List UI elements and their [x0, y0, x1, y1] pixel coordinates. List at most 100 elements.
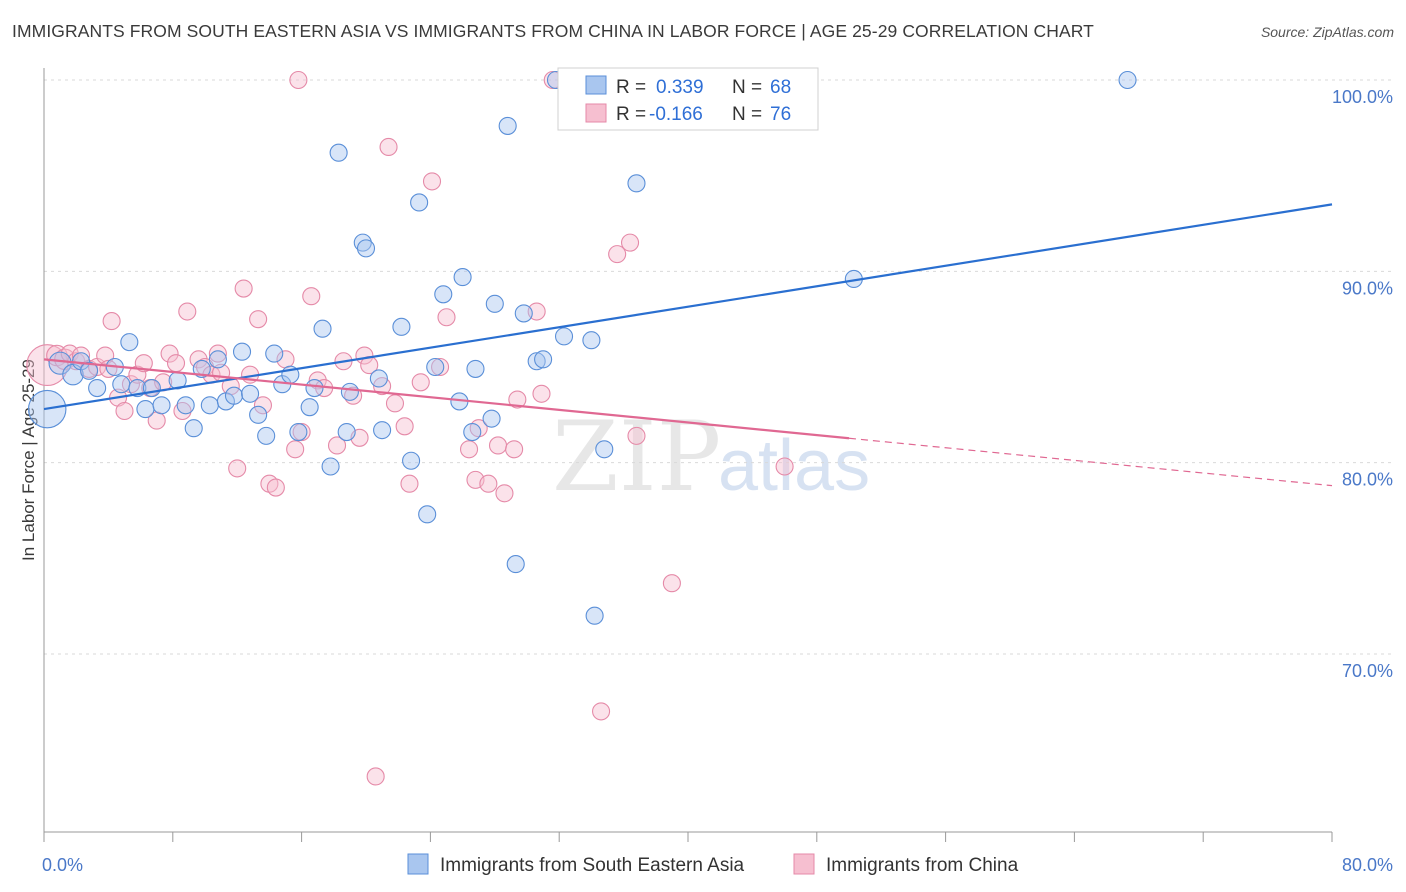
point-sea [192, 359, 211, 378]
point-china [400, 474, 419, 493]
y-tick-label: 90.0% [1342, 278, 1393, 298]
point-sea [300, 398, 319, 417]
point-china [459, 440, 479, 459]
point-sea [506, 555, 525, 574]
point-sea [392, 317, 411, 336]
legend-n-value-blue: 68 [770, 77, 791, 98]
point-sea [369, 369, 388, 388]
point-sea [184, 419, 203, 438]
point-china [627, 426, 646, 445]
trend-line-blue [43, 203, 1333, 411]
point-sea [498, 116, 517, 135]
trend-lines [43, 203, 1333, 487]
point-china [160, 344, 179, 363]
point-sea [340, 382, 359, 401]
point-china [495, 484, 514, 503]
point-sea [453, 268, 472, 287]
point-sea [136, 400, 155, 419]
point-china [327, 436, 347, 455]
point-sea [321, 457, 340, 476]
point-sea [514, 304, 533, 323]
trend-line-extension-pink [848, 437, 1333, 487]
point-china [431, 357, 450, 377]
x-tick-label: 0.0% [42, 855, 83, 875]
point-sea [418, 505, 437, 524]
point-sea [582, 331, 601, 350]
point-sea [466, 359, 485, 378]
watermark: ZIP atlas [552, 401, 870, 513]
point-sea [463, 423, 482, 442]
point-china [249, 310, 268, 329]
point-china [505, 440, 524, 459]
point-sea [527, 352, 546, 371]
point-china [178, 302, 197, 321]
point-sea [241, 384, 260, 403]
point-sea [585, 606, 604, 625]
y-axis-label: In Labor Force | Age 25-29 [19, 359, 38, 561]
point-china [253, 396, 273, 415]
point-china [26, 344, 69, 387]
legend-r-value-pink: -0.166 [649, 104, 703, 125]
point-sea [1118, 70, 1137, 90]
point-sea [289, 423, 308, 442]
point-sea [176, 396, 195, 415]
point-sea [627, 174, 646, 193]
point-sea [356, 239, 376, 258]
point-china [422, 172, 442, 191]
point-china [488, 436, 508, 455]
point-china [411, 373, 430, 392]
point-sea [305, 378, 324, 398]
watermark-atlas: atlas [718, 426, 870, 506]
point-china [385, 394, 405, 413]
series-legend: Immigrants from South Eastern Asia Immig… [407, 853, 1019, 876]
point-sea [120, 333, 139, 352]
point-sea [80, 361, 99, 380]
trend-line-pink [43, 358, 850, 440]
point-sea [257, 426, 276, 445]
point-china [775, 457, 794, 476]
point-sea [554, 327, 574, 346]
bottom-legend-swatch-pink [793, 853, 815, 875]
legend-swatch-blue [585, 75, 607, 95]
y-tick-label: 80.0% [1342, 470, 1393, 490]
point-china [286, 440, 305, 459]
point-china [608, 245, 627, 264]
point-china [289, 70, 308, 90]
point-sea [329, 143, 348, 162]
point-china [508, 390, 527, 409]
point-sea [88, 378, 107, 398]
point-sea [534, 350, 553, 369]
point-china [302, 287, 321, 306]
point-china [173, 401, 192, 421]
point-sea [410, 193, 429, 212]
y-tick-label: 100.0% [1332, 87, 1393, 107]
legend-r-value-blue: 0.339 [656, 77, 704, 98]
legend-n-label-pink: N = [732, 104, 762, 125]
series-china-points [26, 70, 794, 786]
point-sea [337, 423, 356, 442]
legend-r-label-blue: R = [616, 77, 646, 98]
point-sea [595, 440, 614, 459]
point-sea [402, 451, 421, 470]
legend-r-label-pink: R = [616, 104, 646, 125]
point-china [366, 767, 385, 786]
point-sea [426, 357, 445, 377]
bottom-legend-label-blue: Immigrants from South Eastern Asia [440, 855, 745, 876]
point-sea [232, 342, 252, 361]
point-china [266, 478, 285, 497]
chart-title: IMMIGRANTS FROM SOUTH EASTERN ASIA VS IM… [12, 21, 1094, 41]
y-tick-label: 70.0% [1342, 661, 1393, 681]
point-sea [224, 386, 244, 405]
bottom-legend-swatch-blue [407, 853, 429, 875]
point-china [208, 344, 227, 363]
point-china [620, 233, 640, 252]
point-sea [353, 233, 372, 252]
legend-swatch-pink [585, 103, 607, 123]
legend-n-label-blue: N = [732, 77, 762, 98]
point-china [479, 474, 498, 493]
correlation-legend: R = 0.339 N = 68 R = -0.166 N = 76 [557, 67, 819, 131]
point-china [115, 401, 134, 421]
point-sea [128, 378, 147, 398]
point-sea [482, 409, 501, 428]
